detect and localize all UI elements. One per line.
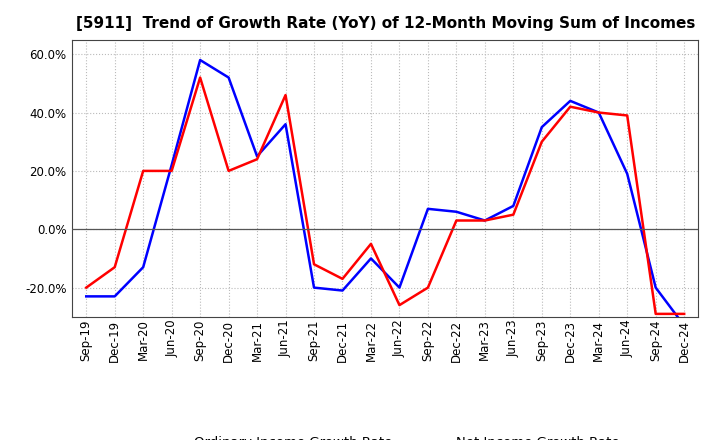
Net Income Growth Rate — [680, 311, 688, 316]
Net Income Growth Rate — [110, 264, 119, 270]
Title: [5911]  Trend of Growth Rate (YoY) of 12-Month Moving Sum of Incomes: [5911] Trend of Growth Rate (YoY) of 12-… — [76, 16, 695, 32]
Net Income Growth Rate — [366, 241, 375, 246]
Net Income Growth Rate — [196, 75, 204, 80]
Ordinary Income Growth Rate — [110, 294, 119, 299]
Net Income Growth Rate — [282, 92, 290, 98]
Net Income Growth Rate — [139, 168, 148, 173]
Line: Net Income Growth Rate: Net Income Growth Rate — [86, 77, 684, 314]
Ordinary Income Growth Rate — [196, 57, 204, 62]
Line: Ordinary Income Growth Rate: Ordinary Income Growth Rate — [86, 60, 684, 326]
Ordinary Income Growth Rate — [82, 294, 91, 299]
Ordinary Income Growth Rate — [395, 285, 404, 290]
Ordinary Income Growth Rate — [652, 285, 660, 290]
Ordinary Income Growth Rate — [282, 121, 290, 127]
Net Income Growth Rate — [338, 276, 347, 282]
Net Income Growth Rate — [480, 218, 489, 223]
Net Income Growth Rate — [452, 218, 461, 223]
Net Income Growth Rate — [167, 168, 176, 173]
Net Income Growth Rate — [652, 311, 660, 316]
Ordinary Income Growth Rate — [310, 285, 318, 290]
Net Income Growth Rate — [253, 157, 261, 162]
Net Income Growth Rate — [623, 113, 631, 118]
Ordinary Income Growth Rate — [366, 256, 375, 261]
Legend: Ordinary Income Growth Rate, Net Income Growth Rate: Ordinary Income Growth Rate, Net Income … — [145, 431, 625, 440]
Ordinary Income Growth Rate — [537, 125, 546, 130]
Net Income Growth Rate — [225, 168, 233, 173]
Ordinary Income Growth Rate — [680, 323, 688, 328]
Net Income Growth Rate — [509, 212, 518, 217]
Net Income Growth Rate — [82, 285, 91, 290]
Net Income Growth Rate — [537, 139, 546, 144]
Ordinary Income Growth Rate — [338, 288, 347, 293]
Ordinary Income Growth Rate — [480, 218, 489, 223]
Ordinary Income Growth Rate — [509, 203, 518, 209]
Ordinary Income Growth Rate — [452, 209, 461, 214]
Ordinary Income Growth Rate — [167, 162, 176, 168]
Ordinary Income Growth Rate — [423, 206, 432, 212]
Ordinary Income Growth Rate — [623, 171, 631, 176]
Net Income Growth Rate — [310, 262, 318, 267]
Net Income Growth Rate — [423, 285, 432, 290]
Net Income Growth Rate — [595, 110, 603, 115]
Ordinary Income Growth Rate — [595, 110, 603, 115]
Net Income Growth Rate — [566, 104, 575, 110]
Net Income Growth Rate — [395, 302, 404, 308]
Ordinary Income Growth Rate — [139, 264, 148, 270]
Ordinary Income Growth Rate — [253, 154, 261, 159]
Ordinary Income Growth Rate — [566, 98, 575, 103]
Ordinary Income Growth Rate — [225, 75, 233, 80]
